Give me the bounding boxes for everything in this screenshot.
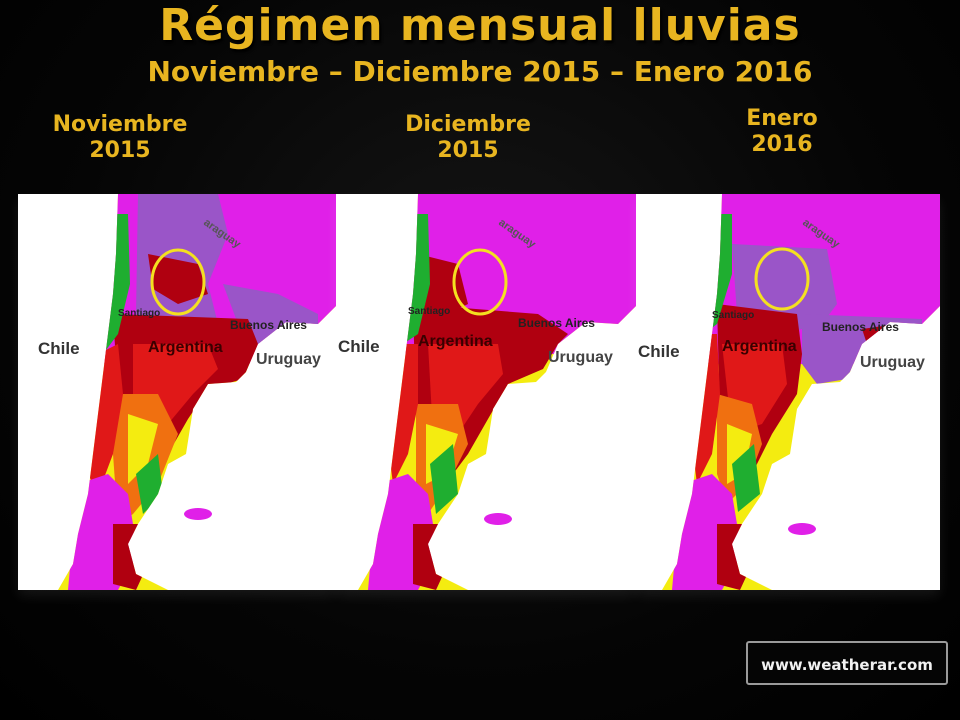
label-chile: Chile (38, 339, 80, 358)
panel-label-november: Noviembre 2015 (20, 112, 220, 164)
page-title: Régimen mensual lluvias (159, 0, 801, 51)
website-link[interactable]: www.weatherar.com (746, 641, 948, 685)
panel-label-january: Enero 2016 (682, 106, 882, 158)
map-panel-november: Chile Argentina Uruguay Buenos Aires San… (18, 194, 336, 590)
label-argentina: Argentina (418, 333, 493, 350)
label-buenos-aires: Buenos Aires (518, 316, 595, 330)
highlight-ellipse (754, 247, 810, 311)
panel-year: 2016 (751, 132, 813, 157)
panel-month: Enero (746, 106, 818, 131)
label-santiago: Santiago (408, 306, 450, 317)
panel-month: Diciembre (405, 112, 531, 137)
highlight-ellipse (150, 248, 206, 316)
label-uruguay: Uruguay (548, 349, 613, 366)
rainfall-map: Chile Argentina Uruguay Buenos Aires San… (18, 194, 336, 590)
label-buenos-aires: Buenos Aires (822, 320, 899, 334)
page-subtitle: Noviembre – Diciembre 2015 – Enero 2016 (147, 55, 813, 88)
panel-year: 2015 (437, 138, 499, 163)
label-chile: Chile (338, 337, 380, 356)
label-chile: Chile (638, 342, 680, 361)
label-uruguay: Uruguay (860, 354, 925, 371)
label-uruguay: Uruguay (256, 351, 321, 368)
panel-label-december: Diciembre 2015 (368, 112, 568, 164)
map-panel-december: Chile Argentina Uruguay Buenos Aires San… (336, 194, 636, 590)
panel-month: Noviembre (52, 112, 188, 137)
rainfall-map: Chile Argentina Uruguay Buenos Aires San… (636, 194, 940, 590)
label-buenos-aires: Buenos Aires (230, 318, 307, 332)
map-panel-january: Chile Argentina Uruguay Buenos Aires San… (636, 194, 940, 590)
label-argentina: Argentina (722, 338, 797, 355)
highlight-ellipse (452, 248, 508, 316)
rainfall-map: Chile Argentina Uruguay Buenos Aires San… (336, 194, 636, 590)
label-santiago: Santiago (118, 308, 160, 319)
panel-year: 2015 (89, 138, 151, 163)
label-argentina: Argentina (148, 339, 223, 356)
label-santiago: Santiago (712, 310, 754, 321)
